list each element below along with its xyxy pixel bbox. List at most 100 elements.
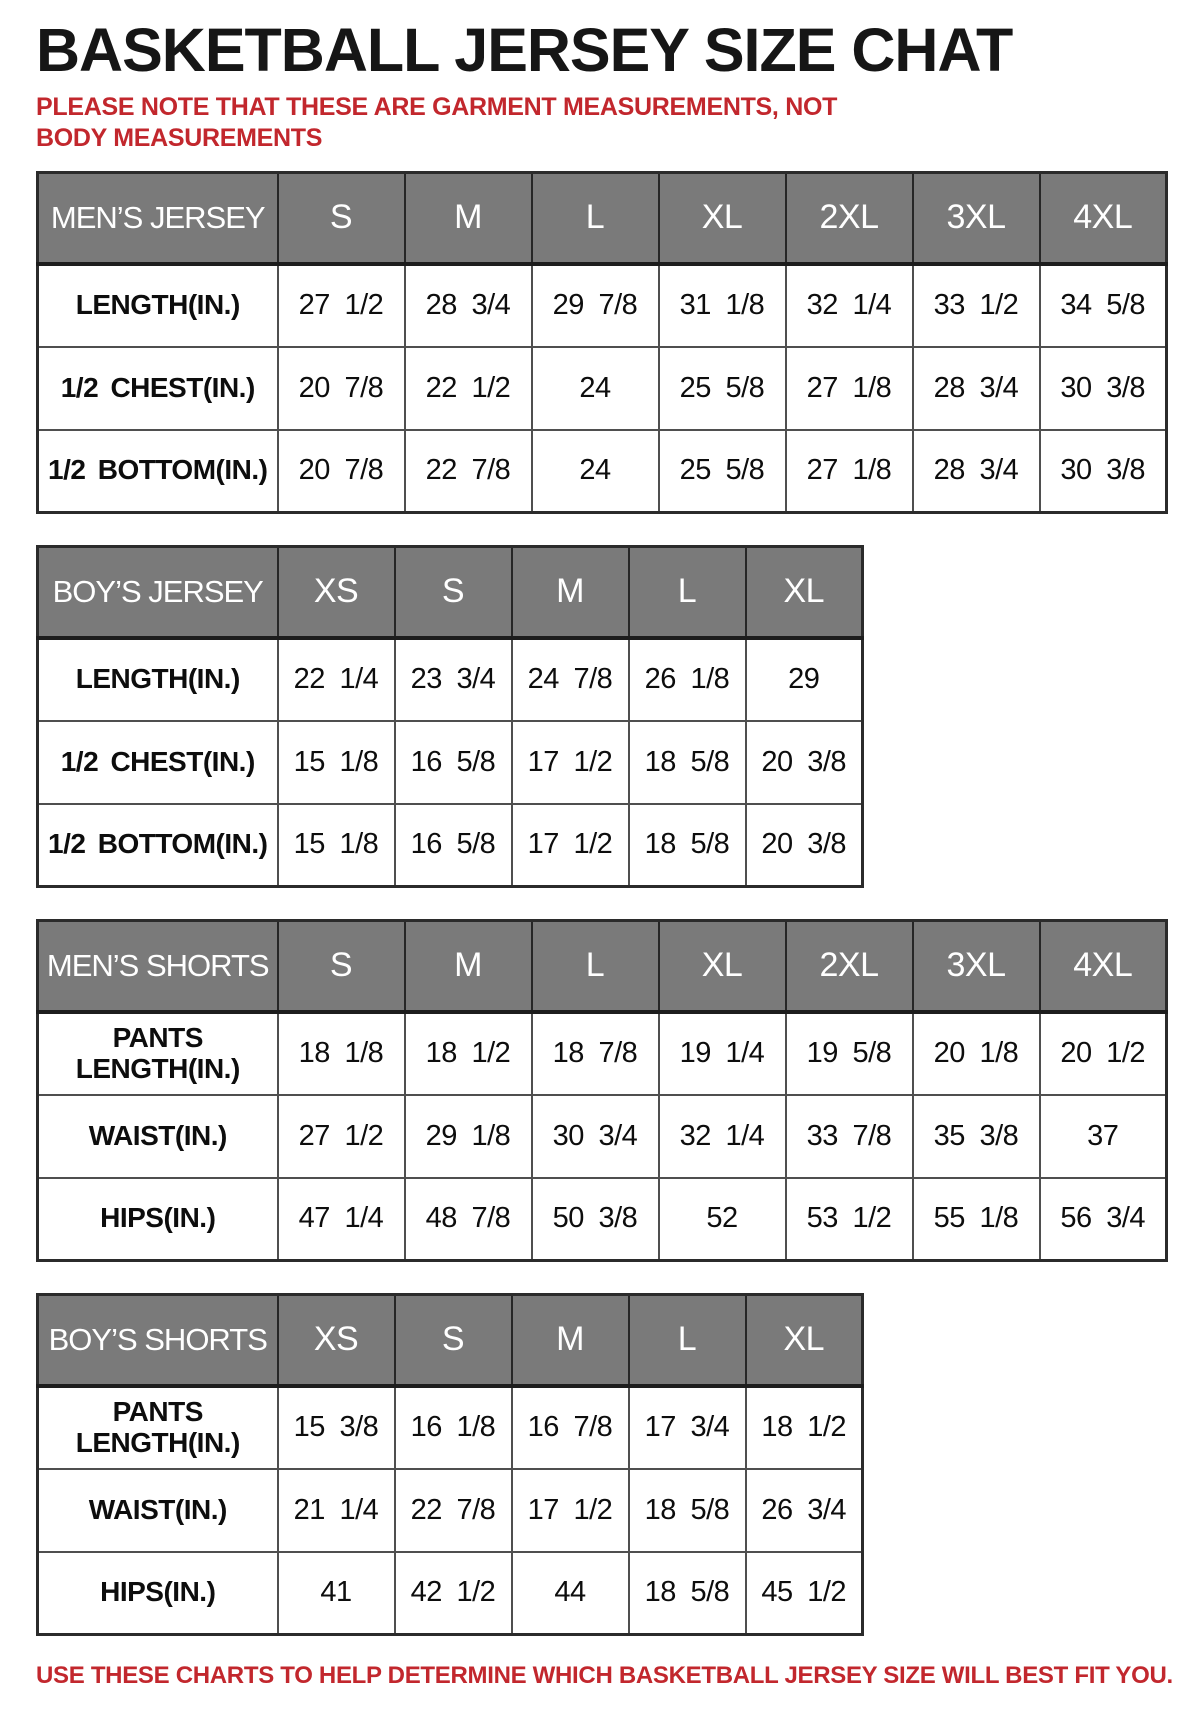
value-cell: 37 — [1038, 1093, 1168, 1179]
value-cell: 45 1/2 — [744, 1550, 864, 1636]
value-cell: 33 7/8 — [784, 1093, 914, 1179]
value-cell: 44 — [510, 1550, 630, 1636]
table-header-row: MEN’S JERSEY S M L XL 2XL 3XL 4XL — [36, 171, 1168, 266]
value-cell: 17 1/2 — [510, 719, 630, 805]
value-cell: 29 — [744, 637, 864, 722]
value-cell: 22 1/4 — [276, 637, 396, 722]
table-row: WAIST(IN.) 21 1/4 22 7/8 17 1/2 18 5/8 26 3/4 — [36, 1467, 864, 1553]
table-row: 1/2 BOTTOM(IN.) 15 1/8 16 5/8 17 1/2 18 5/8 2… — [36, 802, 864, 888]
table-title-cell: MEN’S JERSEY — [36, 171, 279, 266]
value-cell: 18 1/8 — [276, 1011, 406, 1096]
size-header-cell: S — [393, 545, 513, 640]
size-header-cell: 3XL — [911, 171, 1041, 266]
table-title-cell: BOY’S JERSEY — [36, 545, 279, 640]
value-cell: 20 1/2 — [1038, 1011, 1168, 1096]
value-cell: 18 5/8 — [627, 802, 747, 888]
table-row: HIPS(IN.) 47 1/4 48 7/8 50 3/8 52 53 1/2 55 1/… — [36, 1176, 1168, 1262]
value-cell: 30 3/4 — [530, 1093, 660, 1179]
value-cell: 20 7/8 — [276, 428, 406, 514]
row-label-cell: WAIST(IN.) — [36, 1467, 279, 1553]
value-cell: 33 1/2 — [911, 263, 1041, 348]
row-label-cell: LENGTH(IN.) — [36, 263, 279, 348]
value-cell: 55 1/8 — [911, 1176, 1041, 1262]
value-cell: 42 1/2 — [393, 1550, 513, 1636]
value-cell: 41 — [276, 1550, 396, 1636]
value-cell: 30 3/8 — [1038, 428, 1168, 514]
size-header-cell: M — [403, 919, 533, 1014]
page-title: BASKETBALL JERSEY SIZE CHAT — [36, 16, 1013, 84]
value-cell: 30 3/8 — [1038, 345, 1168, 431]
value-cell: 15 1/8 — [276, 719, 396, 805]
value-cell: 53 1/2 — [784, 1176, 914, 1262]
row-label-cell: 1/2 CHEST(IN.) — [36, 345, 279, 431]
size-header-cell: XL — [657, 171, 787, 266]
value-cell: 20 1/8 — [911, 1011, 1041, 1096]
table-row: PANTS LENGTH(IN.) 15 3/8 16 1/8 16 7/8 17 3/… — [36, 1385, 864, 1470]
size-header-cell: S — [276, 919, 406, 1014]
row-label-cell: 1/2 BOTTOM(IN.) — [36, 428, 279, 514]
table-header-row: MEN’S SHORTS S M L XL 2XL 3XL 4XL — [36, 919, 1168, 1014]
value-cell: 31 1/8 — [657, 263, 787, 348]
row-label-cell: 1/2 BOTTOM(IN.) — [36, 802, 279, 888]
value-cell: 16 7/8 — [510, 1385, 630, 1470]
size-header-cell: 4XL — [1038, 919, 1168, 1014]
value-cell: 24 7/8 — [510, 637, 630, 722]
size-header-cell: M — [510, 1293, 630, 1388]
value-cell: 25 5/8 — [657, 345, 787, 431]
fit-note: USE THESE CHARTS TO HELP DETERMINE WHICH… — [36, 1662, 1173, 1690]
table-row: 1/2 CHEST(IN.) 20 7/8 22 1/2 24 25 5/8 27 1/8… — [36, 345, 1168, 431]
size-table-boys-shorts: BOY’S SHORTS XS S M L XL PANTS LENGTH(IN.) 15 3… — [36, 1293, 864, 1637]
value-cell: 22 7/8 — [403, 428, 533, 514]
size-header-cell: 4XL — [1038, 171, 1168, 266]
value-cell: 17 1/2 — [510, 1467, 630, 1553]
size-header-cell: L — [530, 919, 660, 1014]
value-cell: 21 1/4 — [276, 1467, 396, 1553]
size-table-mens-shorts: MEN’S SHORTS S M L XL 2XL 3XL 4XL PANTS LENGTH(I… — [36, 919, 1168, 1263]
size-header-cell: 2XL — [784, 919, 914, 1014]
value-cell: 20 3/8 — [744, 719, 864, 805]
value-cell: 35 3/8 — [911, 1093, 1041, 1179]
row-label-cell: LENGTH(IN.) — [36, 637, 279, 722]
size-header-cell: 2XL — [784, 171, 914, 266]
size-header-cell: M — [403, 171, 533, 266]
garment-measurement-note: PLEASE NOTE THAT THESE ARE GARMENT MEASU… — [36, 93, 838, 152]
value-cell: 15 3/8 — [276, 1385, 396, 1470]
value-cell: 27 1/2 — [276, 263, 406, 348]
size-header-cell: XS — [276, 545, 396, 640]
value-cell: 17 1/2 — [510, 802, 630, 888]
value-cell: 48 7/8 — [403, 1176, 533, 1262]
value-cell: 22 1/2 — [403, 345, 533, 431]
value-cell: 29 7/8 — [530, 263, 660, 348]
value-cell: 29 1/8 — [403, 1093, 533, 1179]
size-header-cell: XS — [276, 1293, 396, 1388]
table-row: 1/2 BOTTOM(IN.) 20 7/8 22 7/8 24 25 5/8 27 1/… — [36, 428, 1168, 514]
size-header-cell: XL — [657, 919, 787, 1014]
value-cell: 17 3/4 — [627, 1385, 747, 1470]
table-row: HIPS(IN.) 41 42 1/2 44 18 5/8 45 1/2 — [36, 1550, 864, 1636]
value-cell: 16 5/8 — [393, 719, 513, 805]
value-cell: 32 1/4 — [784, 263, 914, 348]
row-label-cell: HIPS(IN.) — [36, 1550, 279, 1636]
row-label-cell: HIPS(IN.) — [36, 1176, 279, 1262]
table-row: 1/2 CHEST(IN.) 15 1/8 16 5/8 17 1/2 18 5/8 20… — [36, 719, 864, 805]
table-row: LENGTH(IN.) 27 1/2 28 3/4 29 7/8 31 1/8 32 1/… — [36, 263, 1168, 348]
row-label-cell: 1/2 CHEST(IN.) — [36, 719, 279, 805]
value-cell: 27 1/8 — [784, 345, 914, 431]
value-cell: 28 3/4 — [911, 428, 1041, 514]
table-row: PANTS LENGTH(IN.) 18 1/8 18 1/2 18 7/8 19 1/… — [36, 1011, 1168, 1096]
value-cell: 18 1/2 — [744, 1385, 864, 1470]
value-cell: 18 1/2 — [403, 1011, 533, 1096]
size-table-mens-jersey: MEN’S JERSEY S M L XL 2XL 3XL 4XL LENGTH(IN.) 27 … — [36, 171, 1168, 515]
value-cell: 18 7/8 — [530, 1011, 660, 1096]
size-header-cell: S — [276, 171, 406, 266]
value-cell: 47 1/4 — [276, 1176, 406, 1262]
value-cell: 27 1/8 — [784, 428, 914, 514]
value-cell: 28 3/4 — [911, 345, 1041, 431]
size-header-cell: L — [530, 171, 660, 266]
table-header-row: BOY’S SHORTS XS S M L XL — [36, 1293, 864, 1388]
size-header-cell: L — [627, 545, 747, 640]
value-cell: 24 — [530, 345, 660, 431]
value-cell: 20 7/8 — [276, 345, 406, 431]
value-cell: 19 1/4 — [657, 1011, 787, 1096]
